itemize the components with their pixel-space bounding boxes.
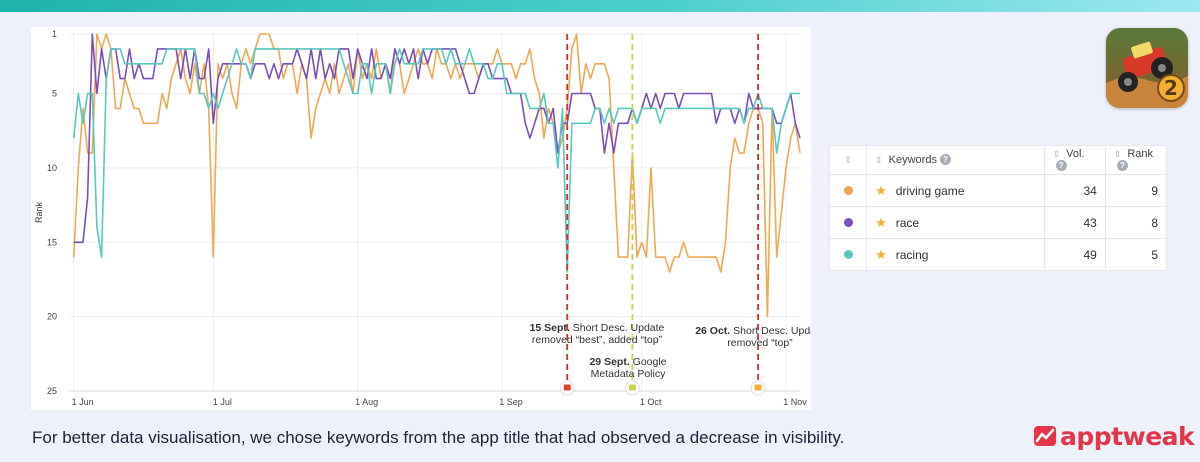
sort-icon: ⇕	[1052, 149, 1061, 159]
top-gradient-bar	[0, 0, 1200, 12]
annotation-label: Metadata Policy	[591, 368, 666, 380]
y-tick-label: 10	[47, 163, 57, 173]
keyword-cell: ★ race	[866, 206, 1045, 239]
table-row[interactable]: ★ race 43 8	[828, 206, 1168, 239]
help-icon[interactable]: ?	[1116, 160, 1128, 171]
x-tick-label: 1 Jul	[213, 397, 232, 407]
table-row[interactable]: ★ racing 49 5	[828, 238, 1168, 271]
annotation-marker-icon	[628, 384, 636, 391]
rank-chart-panel: 1 5 10 15 20 25 1 Jun 1 Jul 1 Aug 1 Sep 1 Oct 1 Nov…	[31, 27, 811, 410]
x-tick-label: 1 Aug	[355, 397, 378, 407]
series-color-cell	[828, 174, 868, 207]
annotation-label: 26 Oct. Short Desc. Update	[695, 325, 811, 337]
sort-icon: ⇕	[844, 155, 852, 165]
y-axis-label: Rank	[34, 201, 44, 223]
y-tick-label: 1	[52, 29, 57, 39]
caption-text: For better data visualisation, we chose …	[32, 428, 845, 447]
table-row[interactable]: ★ driving game 34 9	[828, 174, 1168, 207]
series-color-cell	[828, 206, 868, 239]
series-line-race	[73, 33, 801, 244]
keyword-label: race	[895, 215, 920, 230]
series-dot-icon	[843, 217, 853, 227]
svg-text:2: 2	[1164, 76, 1178, 100]
annotation-label: removed “best”, added “top”	[532, 334, 663, 346]
brand-name: apptweak	[1060, 421, 1195, 451]
select-column-header[interactable]: ⇕	[828, 145, 868, 175]
rank-cell: 5	[1104, 238, 1168, 271]
x-tick-label: 1 Sep	[499, 397, 523, 407]
annotation-label: 15 Sept. Short Desc. Update	[530, 322, 665, 334]
rank-column-header[interactable]: ⇕ Rank?	[1104, 145, 1168, 175]
rank-cell: 8	[1104, 206, 1168, 239]
y-tick-label: 20	[47, 312, 57, 322]
star-icon[interactable]: ★	[875, 182, 887, 198]
series-line-driving-game	[72, 33, 801, 318]
keyword-cell: ★ driving game	[866, 174, 1045, 207]
annotation-label: 29 Sept. Google	[589, 356, 666, 368]
sort-icon: ⇕	[1113, 149, 1122, 159]
series-dot-icon	[843, 185, 853, 195]
volume-cell: 34	[1043, 174, 1106, 207]
rank-header-label: Rank	[1127, 148, 1154, 160]
help-icon[interactable]: ?	[939, 154, 951, 165]
volume-cell: 49	[1043, 238, 1106, 271]
annotation-marker-icon	[754, 384, 762, 391]
volume-cell: 43	[1043, 206, 1106, 239]
keyword-cell: ★ racing	[866, 238, 1045, 271]
rank-cell: 9	[1104, 174, 1168, 207]
x-tick-label: 1 Nov	[783, 397, 807, 407]
annotation-marker-icon	[563, 384, 571, 391]
keyword-label: racing	[895, 247, 929, 262]
x-tick-label: 1 Jun	[72, 397, 94, 407]
keywords-column-header[interactable]: ⇕ Keywords?	[866, 145, 1045, 175]
table-header-row: ⇕ ⇕ Keywords? ⇕ Vol.? ⇕ Rank?	[828, 145, 1168, 175]
keyword-label: driving game	[895, 183, 965, 198]
star-icon[interactable]: ★	[875, 246, 887, 262]
keywords-table: ⇕ ⇕ Keywords? ⇕ Vol.? ⇕ Rank? ★ driving game…	[828, 145, 1168, 271]
keywords-header-label: Keywords	[888, 154, 937, 166]
y-tick-label: 25	[47, 386, 57, 396]
star-icon[interactable]: ★	[875, 214, 887, 230]
y-tick-label: 5	[52, 89, 57, 99]
sort-icon: ⇕	[875, 155, 883, 165]
vol-column-header[interactable]: ⇕ Vol.?	[1043, 145, 1106, 175]
vol-header-label: Vol.	[1066, 148, 1085, 160]
app-icon[interactable]: 2	[1106, 28, 1188, 108]
apptweak-logo[interactable]: apptweak	[1034, 420, 1195, 452]
x-tick-label: 1 Oct	[640, 397, 662, 407]
apptweak-logo-icon	[1034, 426, 1056, 446]
y-tick-label: 15	[47, 237, 57, 247]
series-color-cell	[828, 238, 868, 271]
series-line-racing	[72, 48, 800, 273]
annotation-label: removed “top”	[727, 337, 793, 349]
series-dot-icon	[843, 249, 853, 259]
help-icon[interactable]: ?	[1055, 160, 1067, 171]
